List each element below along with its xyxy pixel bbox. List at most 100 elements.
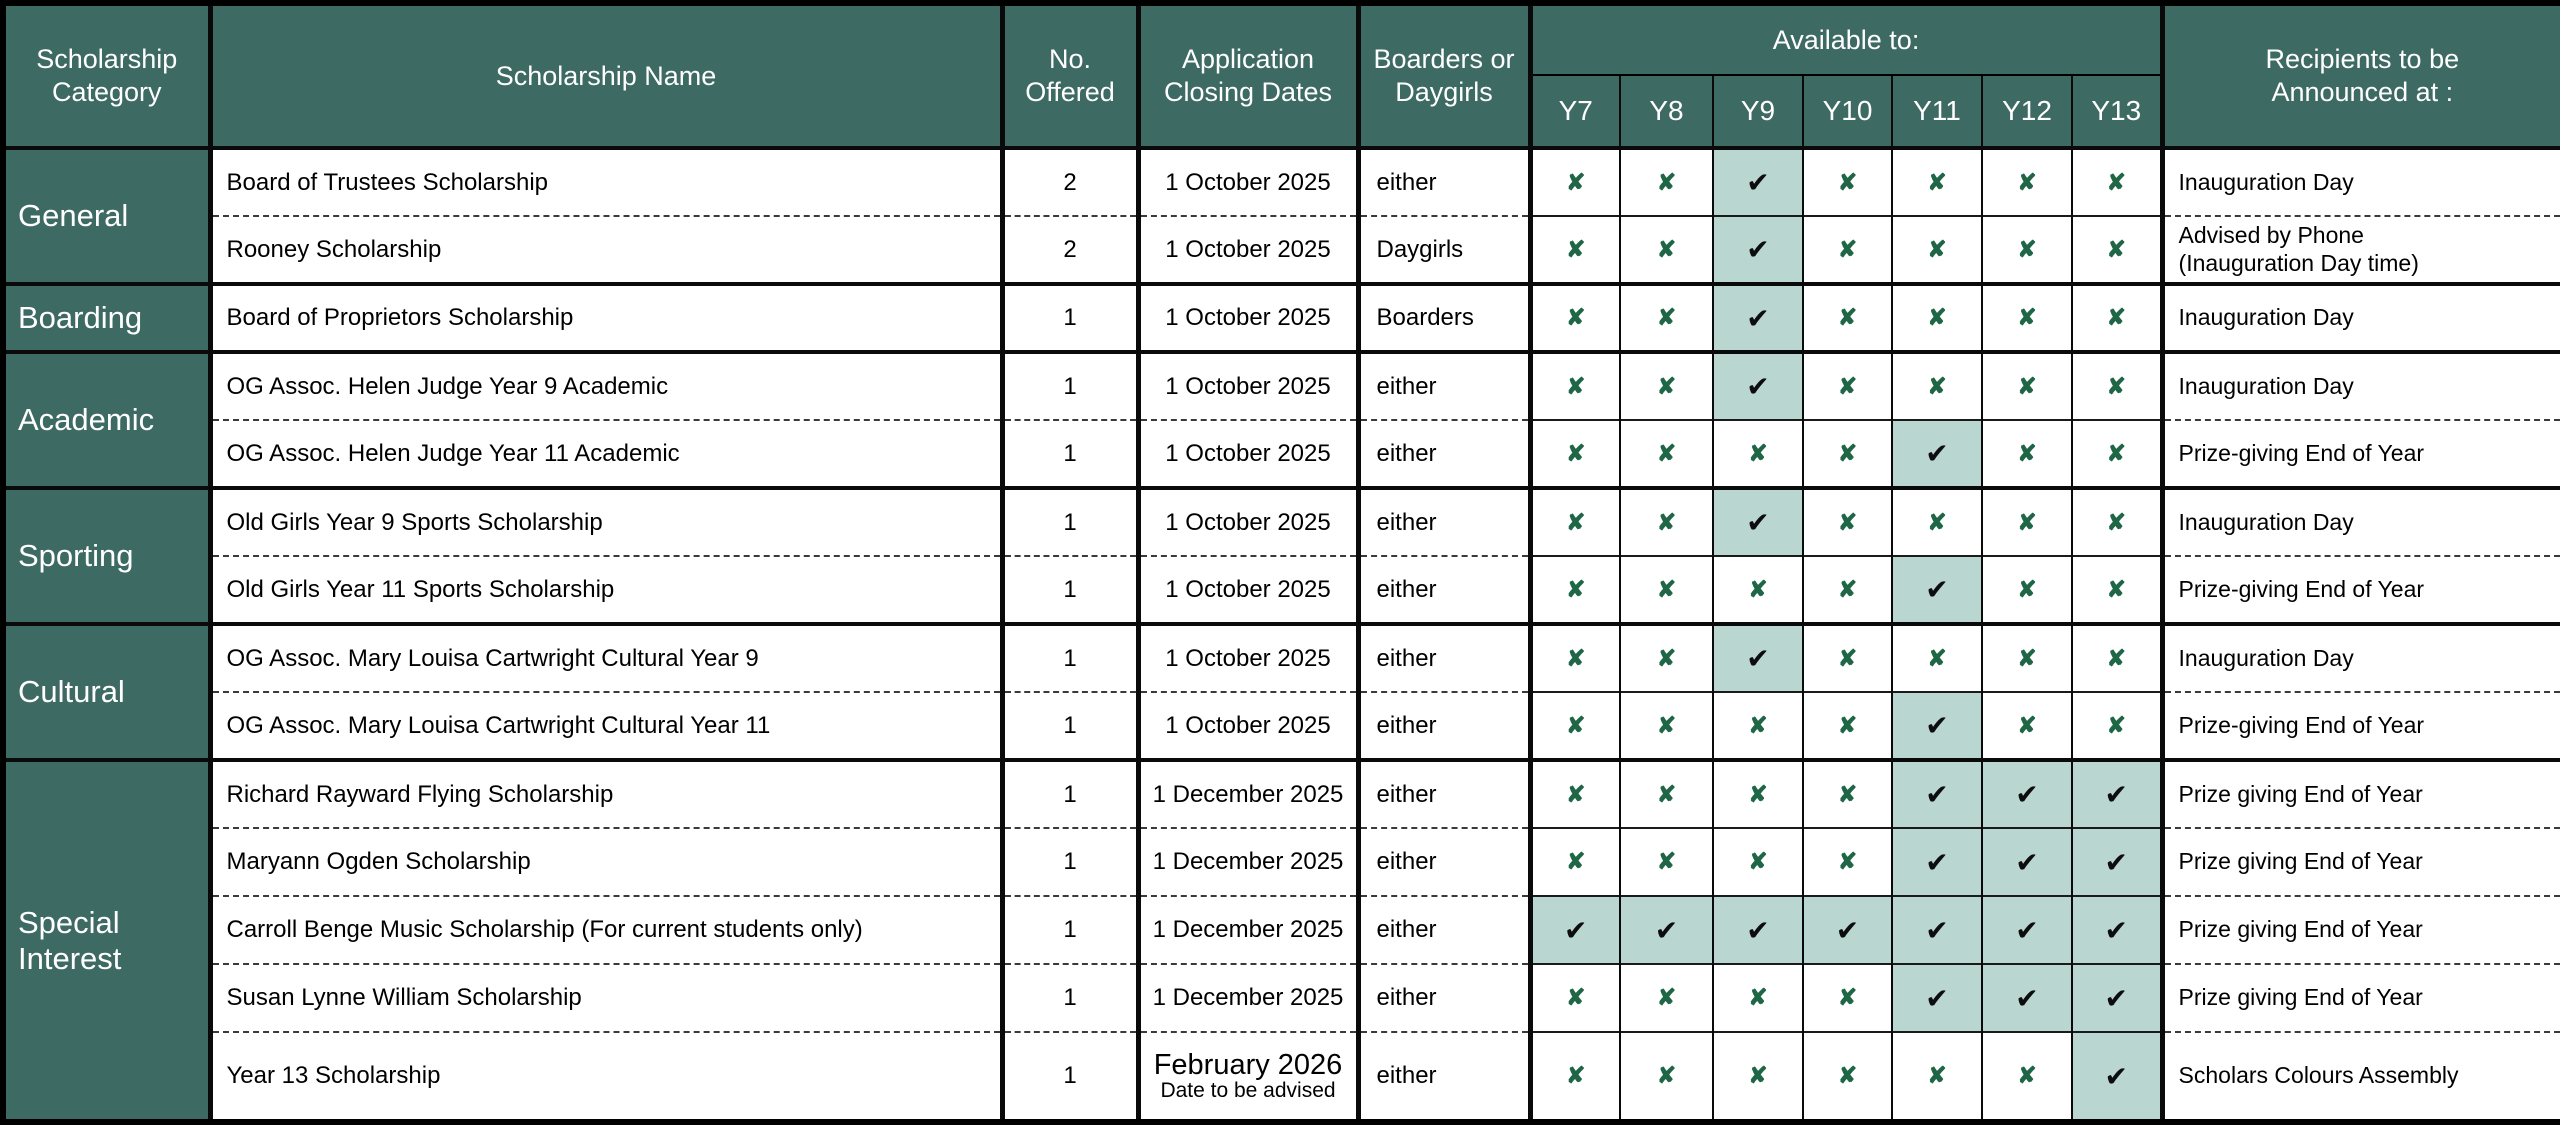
cross-icon: ✘ [1837,780,1858,807]
cross-icon: ✘ [2106,711,2126,738]
year-availability-cell-y9: ✘ [1713,1031,1804,1122]
cross-icon: ✘ [1927,168,1947,195]
year-availability-cell-y7: ✘ [1530,486,1621,556]
year-availability-cell-y7: ✘ [1530,350,1621,420]
no-offered-cell: 1 [1002,350,1141,420]
recipients-cell: Prize-giving End of Year [2162,691,2560,760]
check-icon: ✔ [1746,914,1770,946]
year-availability-cell-y9: ✘ [1713,691,1804,760]
year-availability-cell-y8: ✘ [1620,350,1714,420]
boarders-daygirls-cell: either [1358,963,1533,1032]
cross-icon: ✘ [1566,984,1586,1010]
recipients-line: Inauguration Day [2178,644,2354,671]
year-availability-cell-y9: ✔ [1713,146,1804,216]
year-availability-cell-y13: ✔ [2072,963,2165,1032]
year-availability-cell-y8: ✘ [1620,963,1714,1032]
cross-icon: ✘ [1656,848,1677,874]
table-row: Year 13 Scholarship 1 February 2026 Date to… [3,1031,2560,1122]
year-availability-cell-y11: ✘ [1892,622,1983,692]
cross-icon: ✘ [1656,304,1677,330]
closing-date-cell: 1 October 2025 [1138,146,1361,216]
boarders-daygirls-cell: either [1358,350,1533,420]
no-offered-cell: 1 [1002,486,1141,556]
cross-icon: ✘ [1566,168,1586,195]
cross-icon: ✘ [1927,1062,1947,1088]
cross-icon: ✘ [1656,984,1677,1010]
header-recipients-line2: Announced at : [2271,77,2454,107]
year-availability-cell-y9: ✔ [1713,350,1804,420]
recipients-cell: Advised by Phone (Inauguration Day time) [2162,215,2560,284]
year-availability-cell-y7: ✘ [1530,758,1621,828]
boarders-daygirls-cell: either [1358,758,1533,828]
recipients-line: Inauguration Day [2178,508,2354,535]
scholarship-name-cell: Richard Rayward Flying Scholarship [210,758,1005,828]
cross-icon: ✘ [2017,575,2037,602]
year-availability-cell-y10: ✘ [1803,1031,1893,1122]
year-availability-cell-y9: ✔ [1713,215,1804,284]
check-icon: ✔ [1925,846,1949,878]
year-availability-cell-y11: ✔ [1892,691,1983,760]
recipients-line: Prize-giving End of Year [2178,575,2425,602]
year-availability-cell-y11: ✔ [1892,827,1983,896]
recipients-line: Scholars Colours Assembly [2178,1062,2459,1089]
recipients-line: Prize giving End of Year [2178,848,2423,875]
year-availability-cell-y7: ✘ [1530,215,1621,284]
cross-icon: ✘ [1837,984,1858,1010]
year-availability-cell-y9: ✘ [1713,758,1804,828]
header-available-to: Available to: [1530,3,2165,76]
check-icon: ✔ [2104,846,2128,878]
closing-date-cell: 1 December 2025 [1138,827,1361,896]
cross-icon: ✘ [1748,711,1768,738]
year-availability-cell-y13: ✘ [2072,691,2165,760]
check-icon: ✔ [2015,779,2039,810]
year-availability-cell-y7: ✘ [1530,963,1621,1032]
closing-date-main: February 2026 [1153,1048,1343,1081]
table-header: Scholarship Category Scholarship Name No… [3,3,2560,148]
cross-icon: ✘ [1837,644,1858,671]
check-icon: ✔ [2015,982,2039,1014]
no-offered-cell: 1 [1002,555,1141,624]
category-cell: Sporting [3,486,213,624]
scholarship-name-cell: Board of Trustees Scholarship [210,146,1005,216]
cross-icon: ✘ [1748,848,1768,874]
boarders-daygirls-cell: either [1358,146,1533,216]
check-icon: ✔ [1835,914,1860,946]
cross-icon: ✘ [2017,304,2037,330]
header-year-y11: Y11 [1892,75,1983,148]
cross-icon: ✘ [2017,1062,2037,1088]
cross-icon: ✘ [2017,644,2037,671]
category-cell: General [3,146,213,284]
recipients-line: Prize giving End of Year [2178,916,2423,943]
year-availability-cell-y12: ✘ [1982,215,2073,284]
header-recipients: Recipients to be Announced at : [2162,3,2560,148]
year-availability-cell-y8: ✘ [1620,622,1714,692]
closing-date-cell: 1 October 2025 [1138,691,1361,760]
boarders-daygirls-cell: either [1358,1031,1533,1122]
recipients-cell: Prize giving End of Year [2162,895,2560,964]
table-row: Susan Lynne William Scholarship 1 1 Decemb… [3,963,2560,1032]
cross-icon: ✘ [1566,848,1586,874]
table-row: Rooney Scholarship 2 1 October 2025 Daygirl… [3,215,2560,284]
check-icon: ✔ [1925,438,1949,469]
year-availability-cell-y8: ✘ [1620,1031,1714,1122]
table-row: Maryann Ogden Scholarship 1 1 December 202… [3,827,2560,896]
cross-icon: ✘ [1656,372,1677,399]
cross-icon: ✘ [1656,1062,1677,1088]
year-availability-cell-y12: ✘ [1982,419,2073,488]
cross-icon: ✘ [2106,168,2126,195]
year-availability-cell-y12: ✔ [1982,827,2073,896]
year-availability-cell-y11: ✔ [1892,555,1983,624]
year-availability-cell-y12: ✘ [1982,282,2073,352]
closing-date-cell: February 2026 Date to be advised [1138,1031,1361,1122]
year-availability-cell-y13: ✔ [2072,758,2165,828]
recipients-cell: Prize-giving End of Year [2162,555,2560,624]
year-availability-cell-y8: ✘ [1620,215,1714,284]
no-offered-cell: 1 [1002,419,1141,488]
boarders-daygirls-cell: Boarders [1358,282,1533,352]
check-icon: ✔ [1746,167,1770,198]
cross-icon: ✘ [1837,168,1858,195]
boarders-daygirls-cell: either [1358,691,1533,760]
cross-icon: ✘ [1837,575,1858,602]
cross-icon: ✘ [1748,1062,1768,1088]
no-offered-cell: 1 [1002,758,1141,828]
